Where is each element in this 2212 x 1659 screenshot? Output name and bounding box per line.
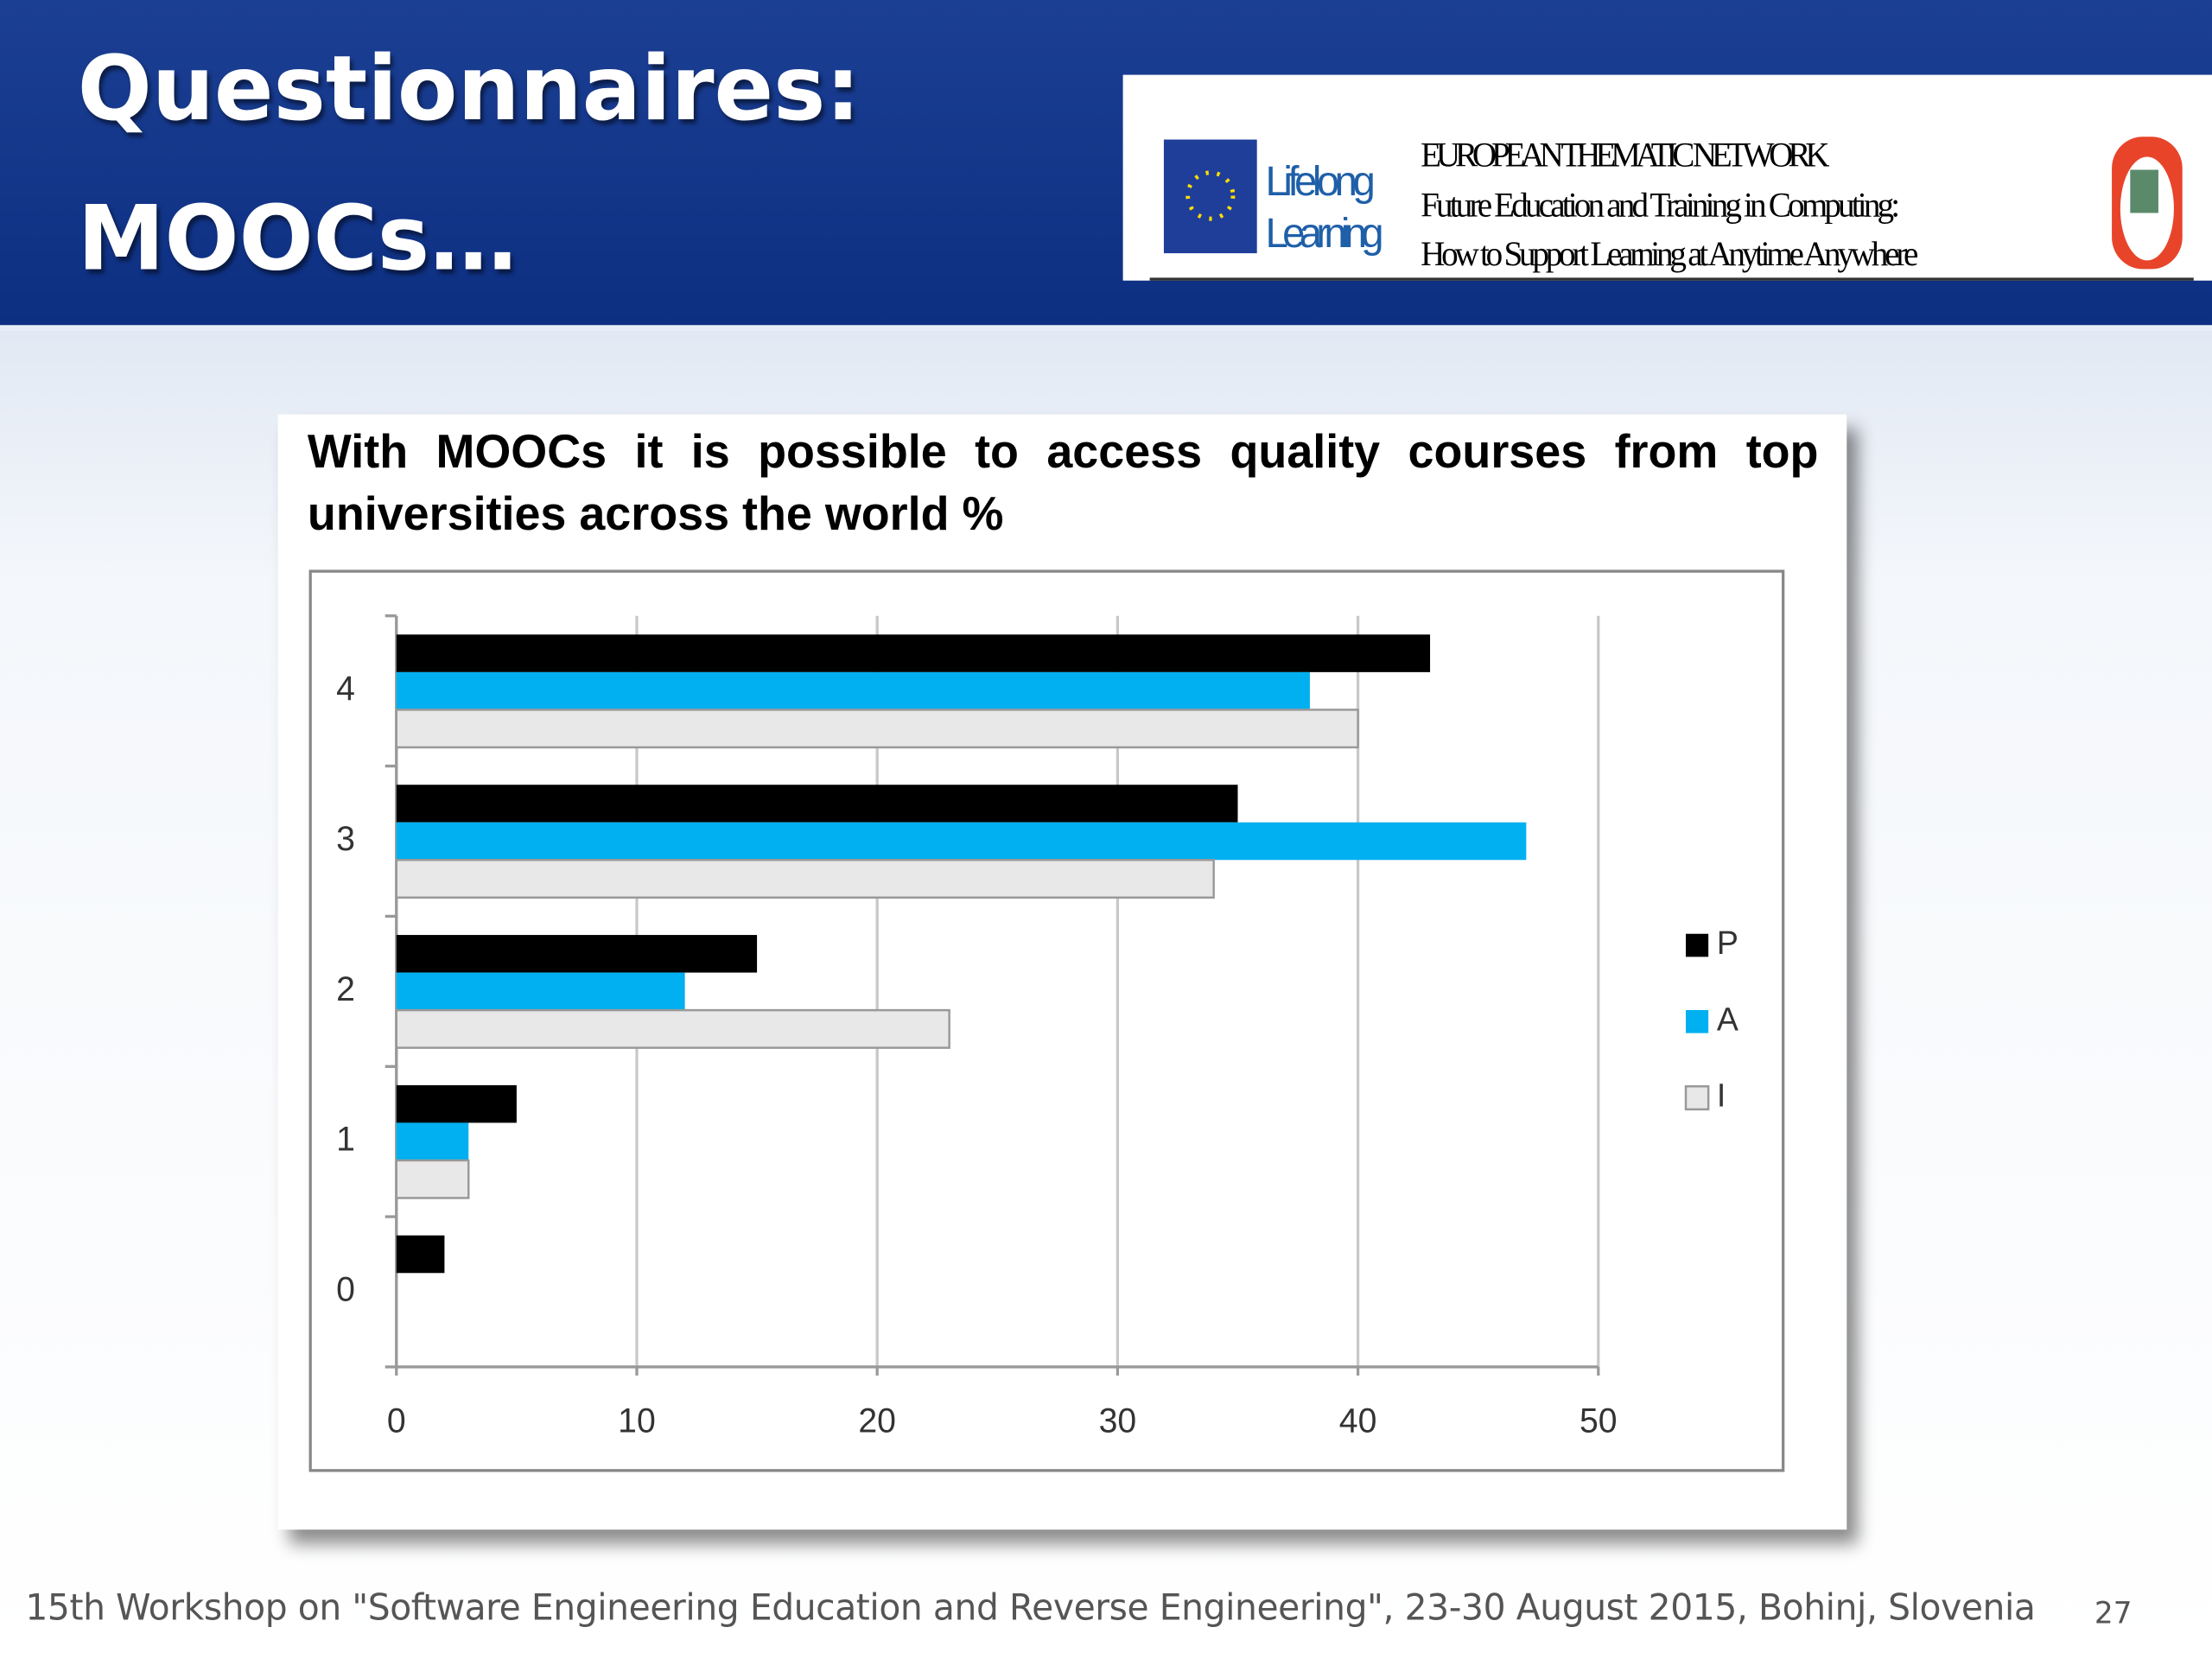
project-name: How to Support Learning at Anytime Anywh… xyxy=(1421,235,1918,273)
bar xyxy=(395,858,1215,899)
slide-title-box: Questionnaires: MOOCs… xyxy=(77,35,861,291)
chart-title: With MOOCs it is possible to access qual… xyxy=(307,424,1819,540)
project-name: Future Education and Training in Computi… xyxy=(1421,186,1900,224)
bar xyxy=(396,785,1238,823)
x-tick-label: 40 xyxy=(1339,1402,1377,1440)
legend-label: A xyxy=(1717,1001,1739,1038)
bar xyxy=(396,822,1527,861)
eu-flag xyxy=(1163,139,1257,254)
bar xyxy=(396,1122,469,1160)
y-tick-label: 1 xyxy=(336,1120,355,1158)
bar xyxy=(396,972,685,1011)
y-tick-label: 0 xyxy=(336,1270,355,1308)
chart-title-box: With MOOCs it is possible to access qual… xyxy=(307,424,1819,540)
y-tick-label: 3 xyxy=(336,820,355,858)
logo-background xyxy=(1122,74,2212,281)
bar xyxy=(395,1008,950,1049)
program-name: Lifelong xyxy=(1265,158,1375,205)
network-name: EUROPEAN THEMATIC NETWORK xyxy=(1421,136,1830,174)
header-rule xyxy=(0,325,2212,332)
bar xyxy=(396,634,1431,672)
project-icon-pc xyxy=(2130,169,2158,213)
logo-banner: Lifelong Learning EUROPEAN THEMATIC NETW… xyxy=(1122,74,2212,281)
footer: 15th Workshop on "Software Engineering E… xyxy=(25,1586,2036,1628)
x-tick-label: 10 xyxy=(618,1402,656,1440)
bar xyxy=(396,671,1310,710)
program-name: Learning xyxy=(1265,210,1383,257)
x-tick-label: 30 xyxy=(1099,1402,1137,1440)
x-tick-label: 50 xyxy=(1580,1402,1618,1440)
legend-label: P xyxy=(1717,925,1738,962)
bar xyxy=(396,935,758,973)
x-tick-label: 0 xyxy=(387,1402,406,1440)
slide-title: Questionnaires: MOOCs… xyxy=(77,35,861,291)
bar xyxy=(396,1084,517,1123)
x-tick-label: 20 xyxy=(858,1402,896,1440)
y-tick-label: 4 xyxy=(336,670,355,708)
legend-swatch xyxy=(1686,933,1709,957)
legend-label: I xyxy=(1717,1077,1726,1114)
legend-swatch xyxy=(1684,1084,1710,1111)
bar xyxy=(395,1159,470,1199)
plot: 0 10 20 30 40 50 0 1 2 3 4 P A I xyxy=(336,614,1739,1440)
bar xyxy=(395,709,1359,749)
bar xyxy=(396,1235,445,1274)
eu-stars xyxy=(1185,170,1236,221)
page-number: 27 xyxy=(2094,1596,2133,1630)
y-tick-label: 2 xyxy=(336,970,355,1008)
legend-swatch xyxy=(1686,1009,1709,1033)
